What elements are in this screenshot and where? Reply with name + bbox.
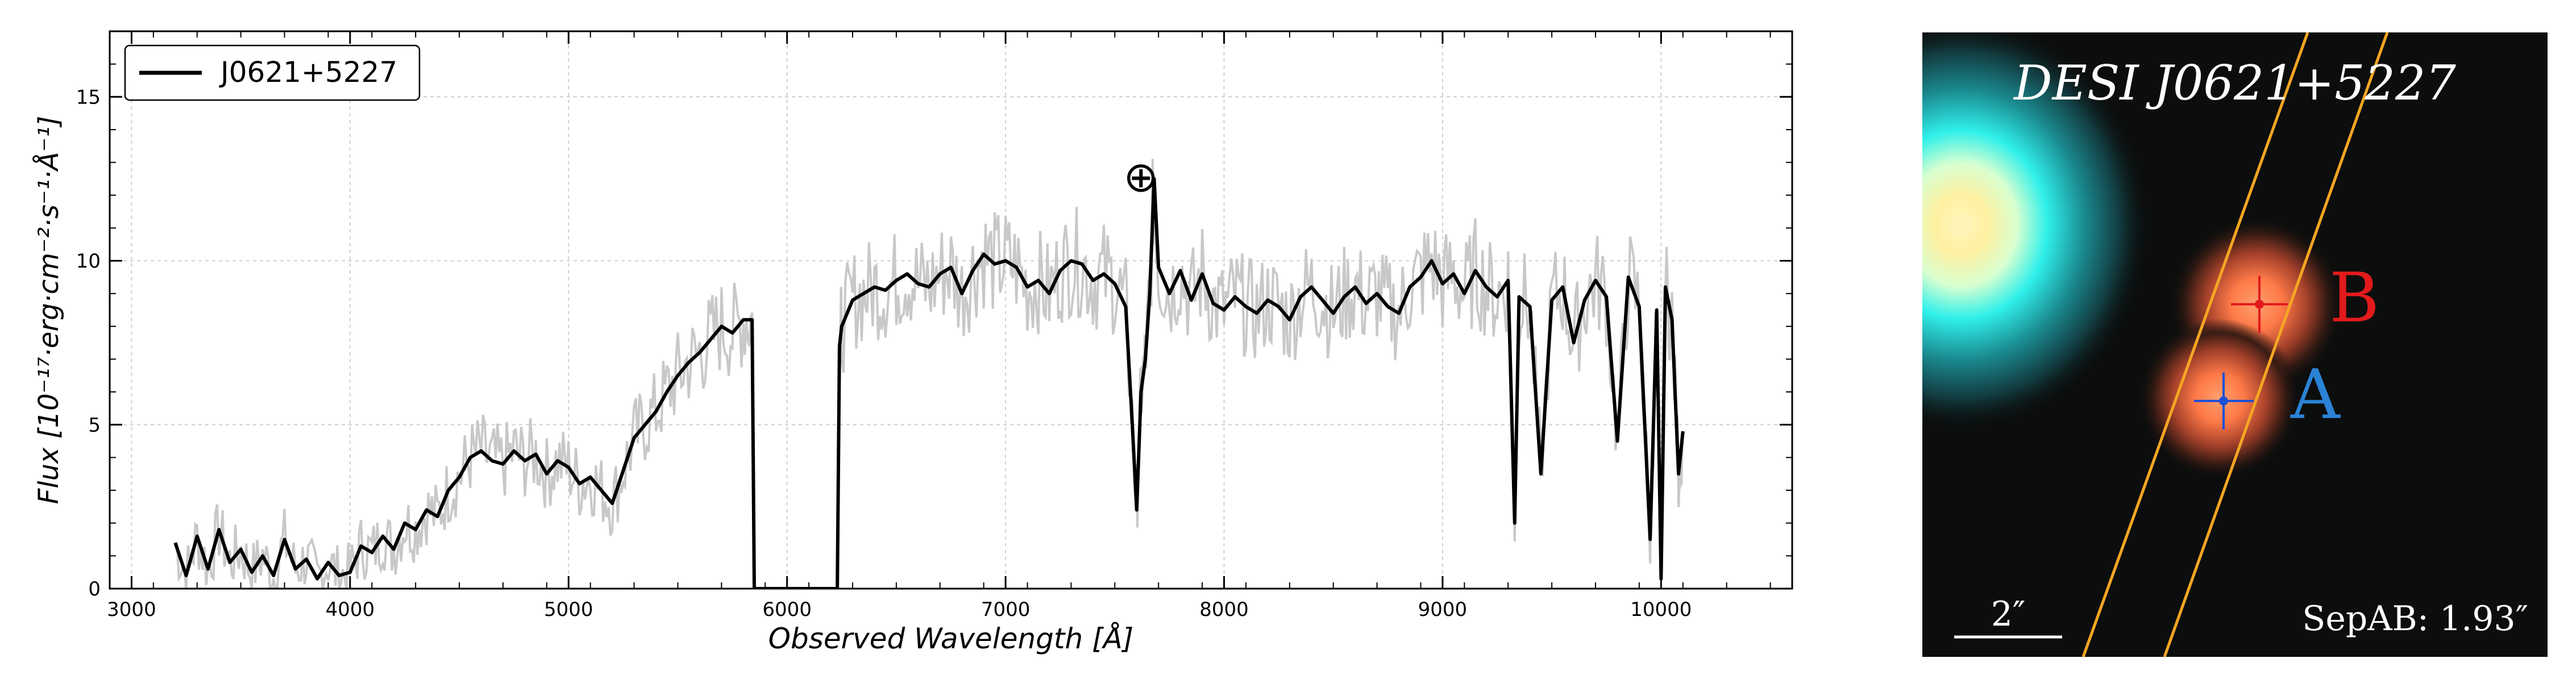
x-axis-label: Observed Wavelength [Å] [768,622,1134,655]
plot-frame [109,30,1793,590]
tick-labels: 3000 4000 5000 6000 7000 8000 9000 10000 0 5 10 15 [76,86,1692,621]
series-layer [173,177,1685,589]
legend: J0621+5227 [124,44,421,101]
x-tick-label: 7000 [981,598,1031,621]
image-cutout-panel: DESI J0621+5227 B A 2″ SepAB: 1.93″ [1922,32,2548,657]
telluric-marker: ⊕ [1123,152,1158,201]
x-tick-label: 9000 [1418,598,1468,621]
marker-b-label: B [2329,259,2379,338]
marker-b: B [2231,259,2379,338]
x-tick-label: 8000 [1199,598,1249,621]
marker-a-label: A [2290,355,2341,435]
slit-edge-left [2081,32,2309,657]
x-tick-label: 3000 [107,598,156,621]
y-tick-label: 0 [88,578,101,601]
x-tick-label: 4000 [326,598,375,621]
y-axis-label: Flux [10⁻¹⁷·erg·cm⁻²·s⁻¹·Å⁻¹] [32,116,65,504]
raw-spectrum-noise [174,159,1684,589]
axis-ticks [109,31,1792,590]
y-tick-label: 15 [76,86,101,109]
y-tick-label: 5 [88,414,101,437]
slit-edge-right [2163,32,2389,657]
source-a-glow [2140,318,2299,478]
bright-star-glow [1922,32,2149,429]
telluric-symbol: ⊕ [1123,152,1158,201]
spectrum-panel: 3000 4000 5000 6000 7000 8000 9000 10000051015 … [32,30,1793,655]
marker-a: A [2194,355,2341,435]
marker-b-dot [2255,300,2264,309]
x-tick-label: 10000 [1630,598,1692,621]
y-tick-label: 10 [76,250,101,273]
scale-bar-label: 2″ [1991,594,2026,634]
legend-label: J0621+5227 [219,56,397,89]
series-line-j0621 [173,177,1685,589]
separation-label: SepAB: 1.93″ [2302,599,2528,639]
x-tick-label: 6000 [762,598,812,621]
image-title: DESI J0621+5227 [2013,55,2456,111]
marker-a-dot [2219,396,2228,406]
x-tick-label: 5000 [544,598,593,621]
spectrum-noise-line [174,159,1684,589]
legend-box [124,44,421,101]
grid-lines [110,31,1792,589]
